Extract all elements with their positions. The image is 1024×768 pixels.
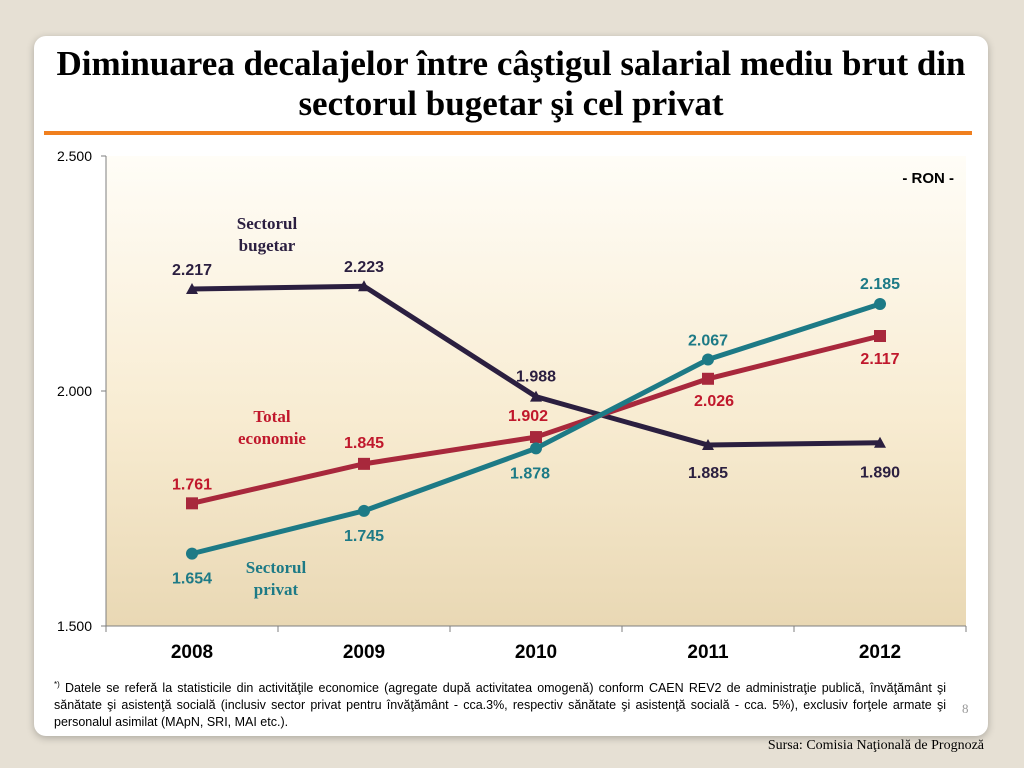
- marker-total: [358, 457, 370, 470]
- x-tick-label: 2008: [171, 642, 213, 663]
- data-label-total: 1.845: [344, 435, 384, 452]
- data-label-bugetar: 1.988: [516, 369, 556, 386]
- data-label-total: 2.026: [694, 393, 734, 410]
- marker-privat: [186, 547, 198, 560]
- marker-bugetar: [358, 280, 370, 292]
- x-tick-label: 2011: [687, 642, 729, 663]
- marker-privat: [874, 298, 886, 311]
- data-label-privat: 1.878: [510, 465, 550, 482]
- marker-bugetar: [874, 436, 886, 448]
- unit-label: - RON -: [902, 170, 954, 187]
- data-label-bugetar: 2.217: [172, 262, 212, 279]
- y-tick-label: 1.500: [57, 618, 92, 634]
- series-name-line: bugetar: [239, 236, 296, 255]
- series-name-total: Total economie: [238, 407, 306, 448]
- footnote: *) Datele se referă la statisticile din …: [54, 676, 946, 731]
- data-label-bugetar: 1.885: [688, 465, 728, 482]
- source-note: Sursa: Comisia Naţională de Prognoză: [767, 738, 984, 753]
- footnote-marker: *): [54, 680, 60, 689]
- data-label-privat: 1.745: [344, 528, 384, 545]
- x-tick-label: 2010: [515, 642, 557, 663]
- data-label-total: 1.902: [508, 408, 548, 425]
- page-number: 8: [962, 701, 969, 716]
- marker-bugetar: [186, 283, 198, 295]
- series-name-line: Sectorul: [237, 214, 298, 233]
- series-name-line: economie: [238, 429, 306, 448]
- x-tick-label: 2009: [343, 642, 385, 663]
- series-name-privat: Sectorul privat: [246, 558, 307, 599]
- marker-total: [702, 372, 714, 385]
- data-label-bugetar: 1.890: [860, 465, 900, 482]
- footnote-text: Datele se referă la statisticile din act…: [54, 681, 946, 730]
- data-label-bugetar: 2.223: [344, 259, 384, 276]
- y-tick-label: 2.500: [57, 148, 92, 164]
- marker-bugetar: [702, 439, 714, 451]
- data-label-privat: 2.067: [688, 333, 728, 350]
- y-tick-label: 2.000: [57, 383, 92, 399]
- marker-privat: [358, 504, 370, 517]
- series-name-line: Sectorul: [246, 558, 307, 577]
- series-name-bugetar: Sectorul bugetar: [237, 214, 298, 255]
- data-label-privat: 2.185: [860, 276, 900, 293]
- data-label-total: 1.761: [172, 476, 212, 493]
- marker-privat: [530, 442, 542, 455]
- marker-privat: [702, 353, 714, 366]
- marker-total: [530, 431, 542, 444]
- series-name-line: Total: [253, 407, 290, 426]
- series-name-line: privat: [254, 580, 299, 599]
- slide-title: Diminuarea decalajelor între câştigul sa…: [56, 44, 966, 123]
- marker-total: [186, 497, 198, 510]
- marker-total: [874, 330, 886, 343]
- x-tick-label: 2012: [859, 642, 901, 663]
- title-divider: [44, 131, 972, 135]
- marker-bugetar: [530, 390, 542, 402]
- data-label-privat: 1.654: [172, 571, 212, 588]
- data-label-total: 2.117: [860, 351, 899, 368]
